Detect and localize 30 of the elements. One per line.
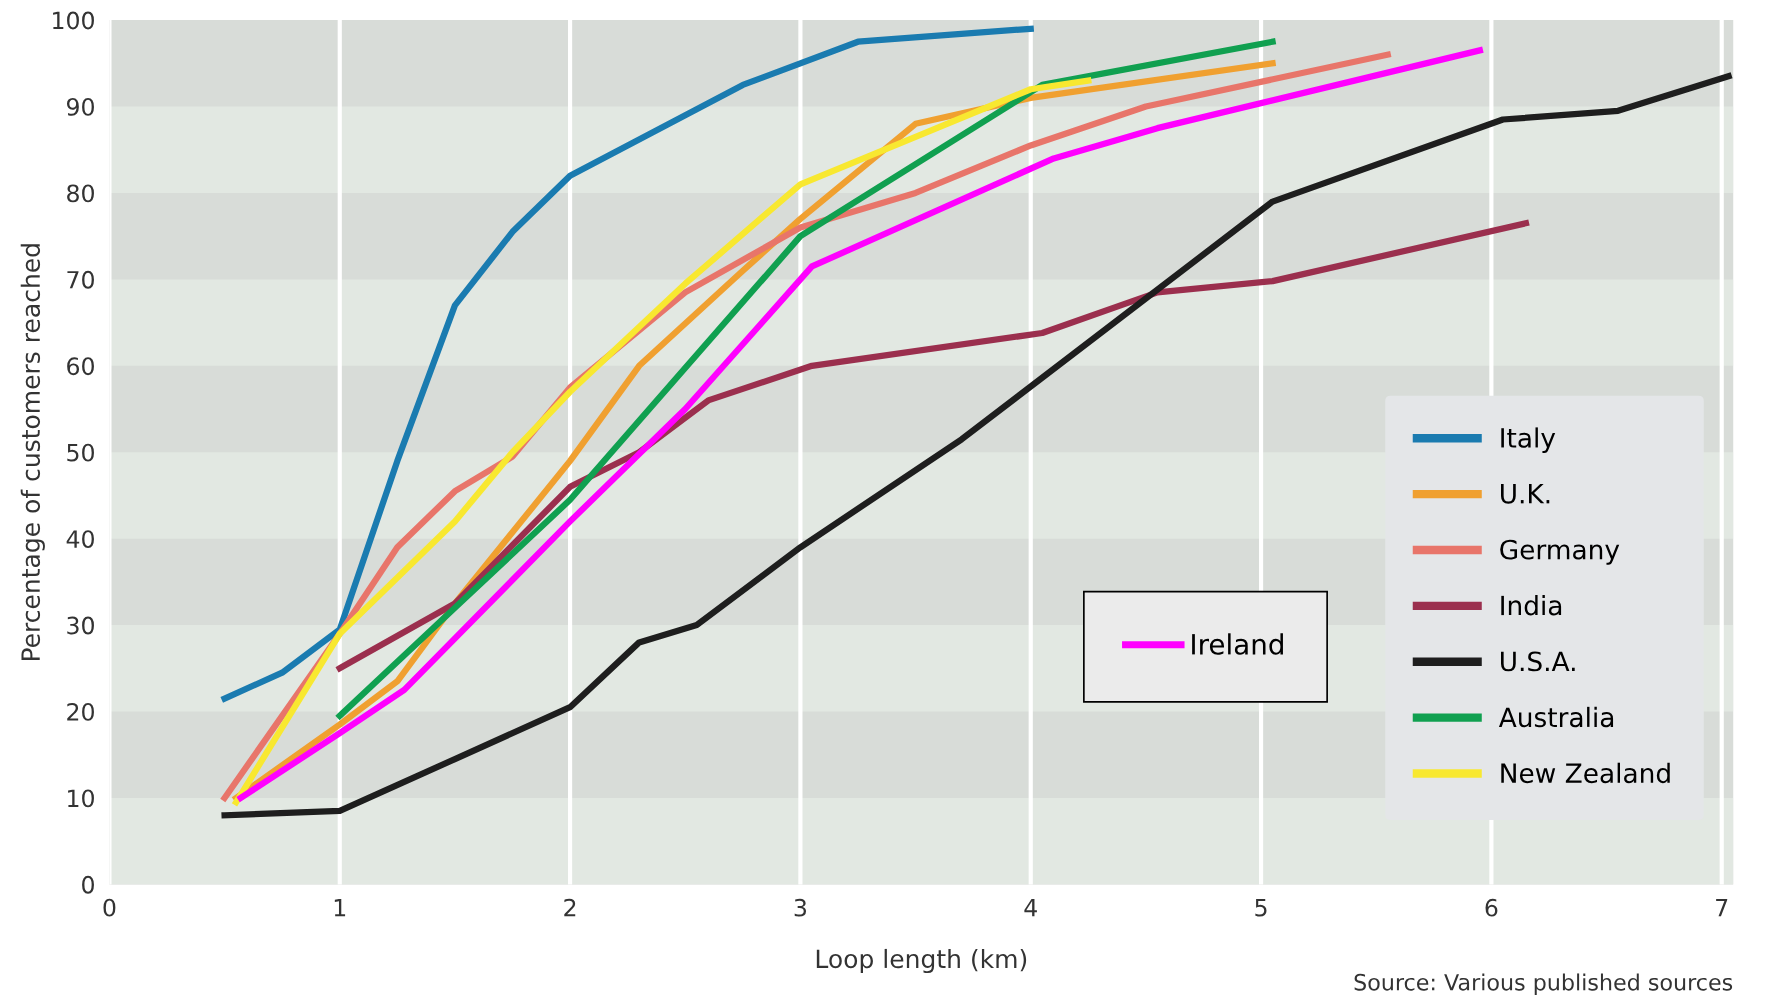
legend-label: India: [1501, 595, 1562, 616]
x-tick-label: 5: [1255, 899, 1267, 917]
legend-label: Australia: [1498, 706, 1614, 728]
x-tick-label: 2: [564, 898, 576, 917]
y-axis-title: Percentage of customers reached: [20, 244, 45, 661]
x-tick-label: 6: [1485, 898, 1498, 917]
y-tick-label: 70: [67, 270, 94, 289]
x-tick-label: 3: [794, 898, 807, 917]
x-axis-title: Loop length (km): [816, 948, 1027, 974]
x-tick-label: 1: [334, 899, 346, 917]
y-tick-label: 80: [67, 184, 94, 203]
y-tick-label: 10: [68, 789, 94, 808]
x-tick-label: 7: [1716, 899, 1728, 917]
y-tick-label: 100: [53, 11, 94, 30]
legend-label: U.S.A.: [1501, 651, 1575, 672]
y-tick-label: 20: [67, 702, 94, 721]
y-tick-label: 30: [67, 616, 94, 635]
legend-label: Ireland: [1192, 633, 1283, 655]
legend-label: U.K.: [1501, 484, 1550, 504]
legend-label: Italy: [1501, 427, 1556, 453]
y-tick-label: 90: [66, 97, 94, 116]
y-tick-label: 60: [67, 357, 94, 376]
source-note: Source: Various published sources: [1354, 973, 1733, 995]
y-tick-label: 40: [66, 530, 94, 548]
x-tick-label: 4: [1024, 899, 1037, 917]
legend-label: New Zealand: [1501, 762, 1670, 784]
x-tick-label: 0: [103, 898, 116, 917]
legend-label: Germany: [1500, 539, 1620, 565]
y-tick-label: 50: [67, 443, 94, 462]
y-tick-label: 0: [82, 875, 94, 894]
